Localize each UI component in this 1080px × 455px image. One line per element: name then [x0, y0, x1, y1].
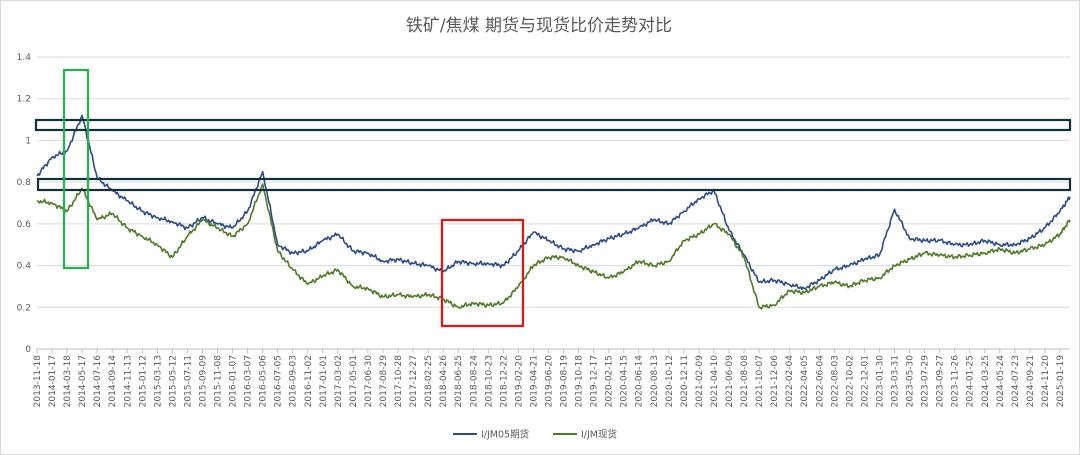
x-tick-label: 2016-07-05	[274, 355, 284, 407]
x-tick-label: 2014-03-18	[63, 355, 73, 408]
x-tick-label: 2020-04-15	[620, 355, 630, 407]
y-axis: 0 0.2 0.4 0.6 0.8 1 1.2 1.4	[17, 53, 32, 355]
x-tick-label: 2017-10-28	[394, 355, 404, 408]
x-tick-label: 2021-02-09	[695, 355, 705, 408]
series-line-futures	[36, 114, 1071, 291]
x-tick-label: 2017-08-29	[379, 355, 389, 408]
x-tick-label: 2015-09-09	[198, 355, 208, 408]
legend: I/JM05期货 I/JM现货	[453, 429, 617, 441]
x-tick-label: 2014-05-17	[78, 355, 88, 407]
annotation-boxes	[34, 68, 1072, 328]
x-tick-label: 2024-07-23	[1011, 355, 1021, 407]
y-tick-label: 0.4	[17, 262, 32, 272]
x-tick-label: 2017-12-27	[409, 355, 419, 407]
x-tick-label: 2015-11-08	[214, 355, 224, 408]
series-line-spot	[36, 183, 1071, 310]
x-tick-label: 2020-08-13	[650, 355, 660, 407]
x-tick-label: 2020-06-14	[635, 355, 645, 408]
x-tick-label: 2019-12-17	[590, 355, 600, 407]
x-tick-label: 2024-09-21	[1026, 355, 1036, 407]
legend-label: I/JM现货	[581, 429, 617, 441]
x-tick-label: 2014-09-14	[108, 355, 118, 408]
highlight-box-2014	[62, 68, 90, 270]
x-tick-label: 2018-12-22	[499, 355, 509, 407]
x-tick-label: 2015-07-11	[183, 355, 193, 407]
x-tick-label: 2024-01-25	[966, 355, 976, 407]
x-tick-label: 2023-07-29	[921, 355, 931, 408]
y-tick-label: 0.6	[17, 220, 32, 230]
x-tick-label: 2018-06-25	[454, 355, 464, 407]
x-tick-label: 2025-01-19	[1056, 355, 1066, 408]
x-tick-label: 2022-04-05	[800, 355, 810, 407]
x-tick-label: 2014-07-16	[93, 355, 103, 408]
x-tick-label: 2021-12-06	[770, 355, 780, 408]
legend-label: I/JM05期货	[481, 429, 529, 441]
x-tick-label: 2018-02-25	[424, 355, 434, 407]
x-tick-label: 2016-09-03	[289, 355, 299, 407]
x-tick-label: 2021-10-07	[755, 355, 765, 407]
x-tick-label: 2016-05-06	[259, 355, 269, 408]
x-tick-label: 2013-11-18	[33, 355, 43, 408]
x-tick-label: 2020-02-15	[605, 355, 615, 407]
x-tick-label: 2024-05-24	[996, 355, 1006, 408]
x-tick-label: 2021-04-10	[710, 355, 720, 408]
x-tick-label: 2019-08-19	[560, 355, 570, 408]
y-tick-label: 1.4	[17, 53, 32, 63]
x-tick-label: 2017-06-30	[364, 355, 374, 408]
x-tick-label: 2021-06-09	[725, 355, 735, 408]
x-tick-label: 2023-11-26	[951, 355, 961, 408]
y-tick-label: 0	[25, 345, 31, 355]
x-tick-label: 2019-06-20	[544, 355, 554, 408]
x-tick-label: 2020-10-12	[665, 355, 675, 407]
series-lines	[36, 114, 1071, 310]
y-tick-label: 0.2	[17, 303, 31, 313]
x-tick-label: 2017-05-01	[349, 355, 359, 407]
x-tick-label: 2020-12-11	[680, 355, 690, 407]
x-tick-label: 2016-11-02	[304, 355, 314, 407]
highlight-box-2018	[440, 218, 525, 328]
x-tick-label: 2015-05-12	[168, 355, 178, 407]
x-tick-label: 2023-09-27	[936, 355, 946, 407]
y-tick-label: 1	[25, 136, 31, 146]
x-tick-label: 2019-02-20	[514, 355, 524, 408]
x-tick-label: 2021-08-08	[740, 355, 750, 408]
x-tick-label: 2022-12-01	[860, 355, 870, 407]
x-tick-label: 2019-10-18	[575, 355, 585, 408]
x-tick-label: 2018-08-24	[469, 355, 479, 408]
x-tick-label: 2016-03-07	[244, 355, 254, 407]
x-tick-label: 2014-11-13	[123, 355, 133, 407]
x-tick-label: 2024-11-20	[1041, 355, 1051, 408]
x-tick-label: 2016-01-07	[229, 355, 239, 407]
x-tick-label: 2022-02-04	[785, 355, 795, 408]
x-tick-label: 2022-10-02	[845, 355, 855, 407]
highlight-band-lower	[36, 177, 1072, 192]
x-tick-label: 2023-03-31	[890, 355, 900, 407]
x-tick-label: 2022-06-04	[815, 355, 825, 408]
x-tick-label: 2018-10-23	[484, 355, 494, 407]
y-tick-label: 1.2	[17, 95, 31, 105]
x-tick-label: 2019-04-21	[529, 355, 539, 407]
x-tick-label: 2024-03-25	[981, 355, 991, 407]
highlight-band-upper	[34, 118, 1072, 132]
x-tick-label: 2018-04-26	[439, 355, 449, 408]
gridlines	[37, 56, 1070, 350]
x-axis: 2013-11-18 2014-01-17 2014-03-18 2014-05-17…	[33, 348, 1070, 408]
x-tick-label: 2022-08-03	[830, 355, 840, 407]
y-tick-label: 0.8	[17, 178, 32, 188]
x-tick-label: 2023-05-30	[906, 355, 916, 408]
x-tick-label: 2015-03-13	[153, 355, 163, 407]
x-tick-label: 2023-01-30	[875, 355, 885, 408]
x-tick-label: 2017-01-01	[319, 355, 329, 407]
x-tick-label: 2017-03-02	[334, 355, 344, 407]
chart-title: 铁矿/焦煤 期货与现货比价走势对比	[406, 16, 672, 36]
x-tick-label: 2014-01-17	[48, 355, 58, 407]
x-tick-label: 2015-01-12	[138, 355, 148, 407]
